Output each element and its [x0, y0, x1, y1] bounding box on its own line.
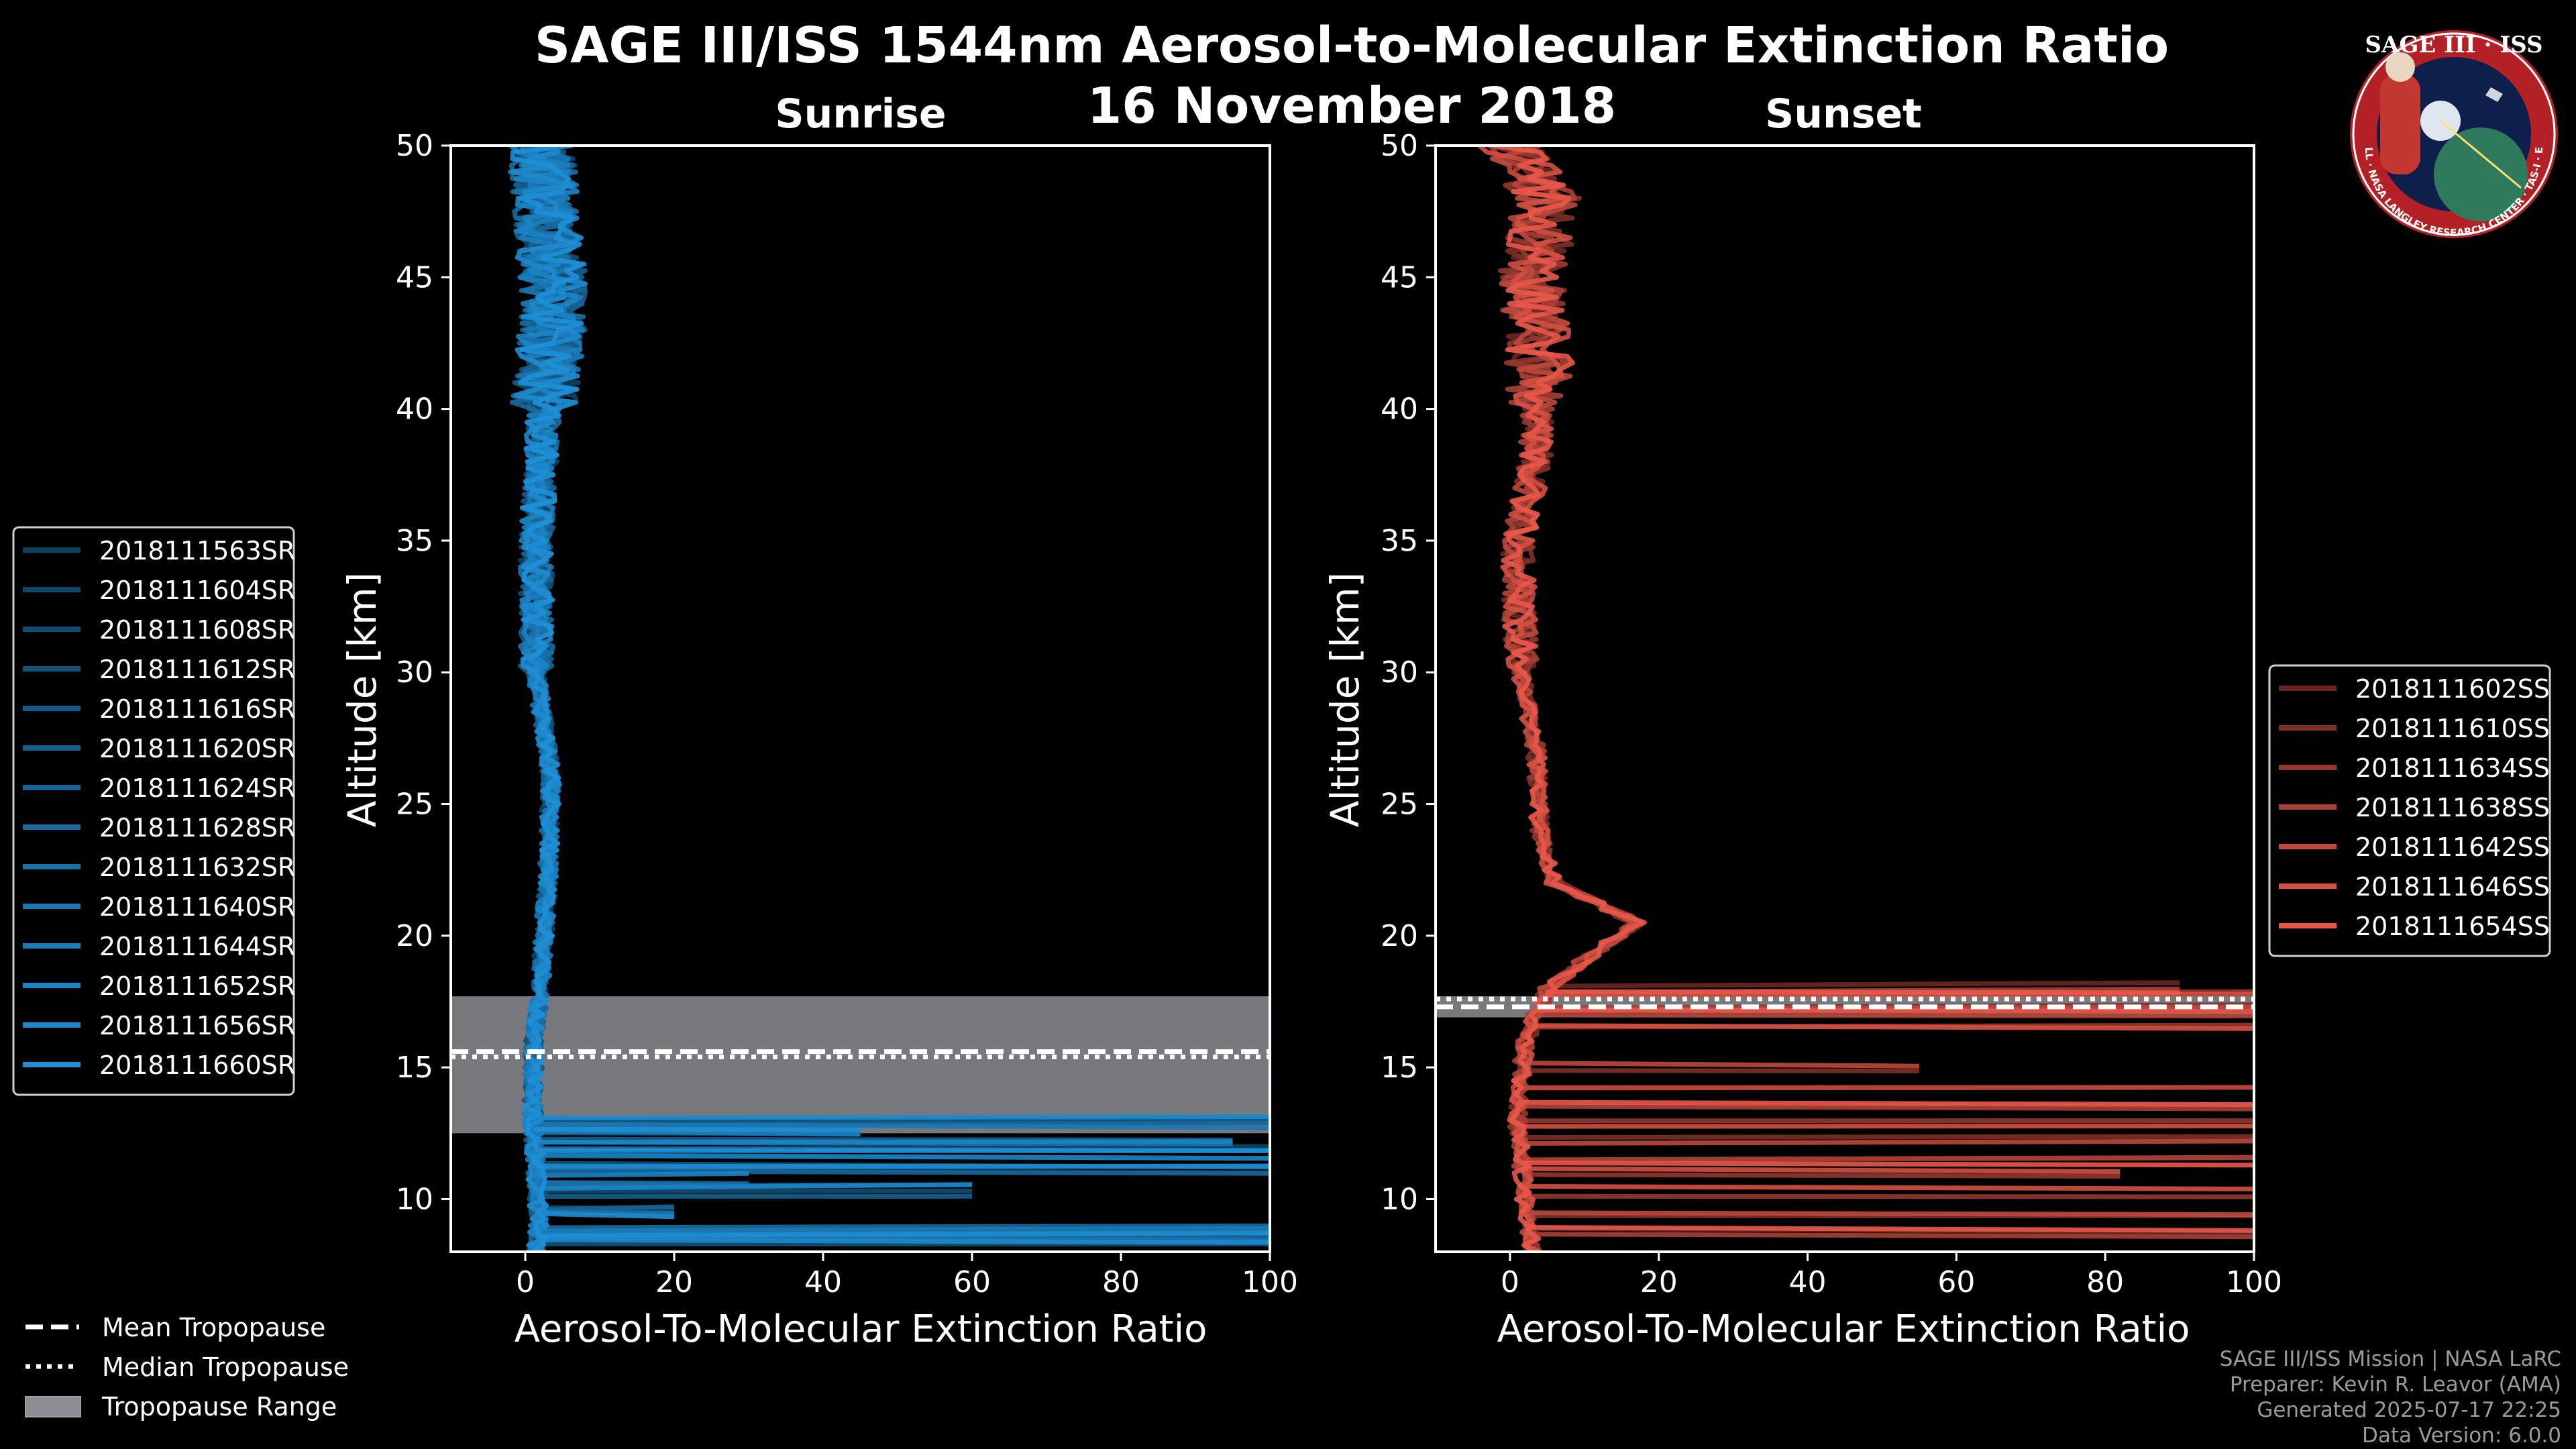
- profile-2018111660SR: [510, 146, 1270, 1252]
- legend-label-2018111616SR: 2018111616SR: [99, 694, 295, 724]
- logo-figure: [2380, 74, 2420, 174]
- legend-box: [12, 526, 295, 1096]
- legend-label-2018111624SR: 2018111624SR: [99, 773, 295, 803]
- legend-label-2018111608SR: 2018111608SR: [99, 615, 295, 645]
- sunset-subtitle: Sunset: [1765, 91, 1922, 138]
- sunset-plot-area: 0 20 40 60 80 100 10 15 20 25 30 35 40 45 50: [1381, 129, 2282, 1299]
- x-tick-label: 40: [804, 1265, 842, 1299]
- footer-credits: SAGE III/ISS Mission | NASA LaRC Prepare…: [2220, 1347, 2561, 1448]
- y-tick-label: 40: [396, 392, 433, 427]
- plot-frame: [1434, 144, 2255, 1253]
- y-tick-label: 10: [396, 1182, 433, 1216]
- legend-label-2018111644SR: 2018111644SR: [99, 932, 295, 961]
- legend-box: [2268, 664, 2551, 957]
- y-tick-label: 50: [1381, 129, 1418, 163]
- y-tick-label: 20: [396, 919, 433, 953]
- x-tick-label: 60: [1937, 1265, 1975, 1299]
- figure-date: 16 November 2018: [1087, 77, 1616, 135]
- median-tropopause-label: Median Tropopause: [102, 1352, 349, 1382]
- y-tick-label: 35: [1381, 524, 1418, 558]
- tropopause-range-label: Tropopause Range: [101, 1392, 337, 1421]
- y-tick-label: 15: [1381, 1051, 1418, 1085]
- legend-label-2018111638SS: 2018111638SS: [2355, 793, 2550, 822]
- tropopause-range-key: [25, 1396, 81, 1417]
- sunset-legend: 2018111602SS 2018111610SS 2018111634SS 2018…: [2268, 664, 2551, 957]
- footer-preparer: Preparer: Kevin R. Leavor (AMA): [2230, 1373, 2561, 1397]
- sunset-ylabel: Altitude [km]: [1322, 572, 1368, 827]
- plot-frame: [449, 144, 1271, 1253]
- logo-station: [2485, 87, 2503, 102]
- sunset-panel: Sunset 0 20 40 60 80 100 10 15 20 25 30 35 40 45 50 Ae…: [1322, 91, 2282, 1351]
- profile-2018111656SR: [511, 146, 1270, 1252]
- legend-label-2018111620SR: 2018111620SR: [99, 734, 295, 763]
- x-tick-label: 40: [1789, 1265, 1827, 1299]
- footer-version: Data Version: 6.0.0: [2362, 1424, 2561, 1448]
- y-tick-label: 35: [396, 524, 433, 558]
- legend-label-2018111610SS: 2018111610SS: [2355, 714, 2550, 743]
- legend-label-2018111634SS: 2018111634SS: [2355, 753, 2550, 783]
- legend-label-2018111654SS: 2018111654SS: [2355, 912, 2550, 941]
- legend-label-2018111628SR: 2018111628SR: [99, 813, 295, 843]
- legend-label-2018111646SS: 2018111646SS: [2355, 872, 2550, 902]
- profile-lines: [507, 146, 1270, 1252]
- sunrise-plot-area: 0 20 40 60 80 100 10 15 20 25 30 35 40 45 50: [396, 129, 1298, 1299]
- x-tick-label: 0: [516, 1265, 535, 1299]
- logo-earth: [2434, 127, 2528, 221]
- legend-label-2018111642SS: 2018111642SS: [2355, 833, 2550, 862]
- tropopause-legend: Mean Tropopause Median Tropopause Tropop…: [25, 1313, 349, 1421]
- legend-label-2018111604SR: 2018111604SR: [99, 576, 295, 605]
- sunrise-ylabel: Altitude [km]: [339, 572, 385, 827]
- legend-label-2018111563SR: 2018111563SR: [99, 536, 295, 566]
- tropopause-range-band: [451, 996, 1270, 1134]
- y-tick-label: 40: [1381, 392, 1418, 427]
- profile-lines: [1478, 146, 2254, 1252]
- x-tick-label: 0: [1501, 1265, 1519, 1299]
- y-tick-label: 50: [396, 129, 433, 163]
- legend-label-2018111602SS: 2018111602SS: [2355, 674, 2550, 704]
- sunrise-legend: 2018111563SR 2018111604SR 2018111608SR 2018…: [12, 526, 295, 1096]
- y-tick-label: 25: [396, 788, 433, 822]
- sage-logo: SAGE III · ISS BALL · NASA LANGLEY RESEA…: [2350, 30, 2558, 239]
- logo-title: SAGE III · ISS: [2365, 32, 2542, 58]
- sunrise-panel: Sunrise 0 20 40 60 80 100 10 15 20 25 30 35 40 45 50 A…: [339, 91, 1298, 1351]
- mean-tropopause-label: Mean Tropopause: [102, 1313, 325, 1342]
- y-tick-label: 10: [1381, 1182, 1418, 1216]
- x-tick-label: 20: [655, 1265, 693, 1299]
- legend-label-2018111632SR: 2018111632SR: [99, 853, 295, 882]
- y-tick-label: 15: [396, 1051, 433, 1085]
- profile-2018111652SR: [513, 146, 1233, 1252]
- x-tick-label: 80: [2086, 1265, 2124, 1299]
- legend-label-2018111660SR: 2018111660SR: [99, 1051, 295, 1080]
- x-tick-label: 100: [1242, 1265, 1298, 1299]
- figure-title: SAGE III/ISS 1544nm Aerosol-to-Molecular…: [535, 17, 2169, 74]
- footer-mission: SAGE III/ISS Mission | NASA LaRC: [2220, 1347, 2561, 1371]
- profile-2018111642SS: [1490, 146, 2254, 1252]
- y-tick-label: 25: [1381, 788, 1418, 822]
- profile-2018111654SS: [1493, 146, 2254, 1252]
- legend-label-2018111640SR: 2018111640SR: [99, 892, 295, 922]
- sunrise-xlabel: Aerosol-To-Molecular Extinction Ratio: [515, 1307, 1208, 1351]
- x-tick-label: 20: [1640, 1265, 1678, 1299]
- legend-label-2018111656SR: 2018111656SR: [99, 1011, 295, 1040]
- x-tick-label: 60: [953, 1265, 991, 1299]
- legend-label-2018111652SR: 2018111652SR: [99, 971, 295, 1001]
- y-tick-label: 30: [1381, 655, 1418, 690]
- sunrise-subtitle: Sunrise: [775, 91, 946, 138]
- y-tick-label: 45: [396, 260, 433, 294]
- legend-label-2018111612SR: 2018111612SR: [99, 655, 295, 684]
- y-tick-label: 30: [396, 655, 433, 690]
- sunset-xlabel: Aerosol-To-Molecular Extinction Ratio: [1497, 1307, 2190, 1351]
- x-tick-label: 100: [2226, 1265, 2282, 1299]
- x-tick-label: 80: [1102, 1265, 1140, 1299]
- y-tick-label: 45: [1381, 260, 1418, 294]
- y-tick-label: 20: [1381, 919, 1418, 953]
- footer-generated: Generated 2025-07-17 22:25: [2257, 1398, 2561, 1422]
